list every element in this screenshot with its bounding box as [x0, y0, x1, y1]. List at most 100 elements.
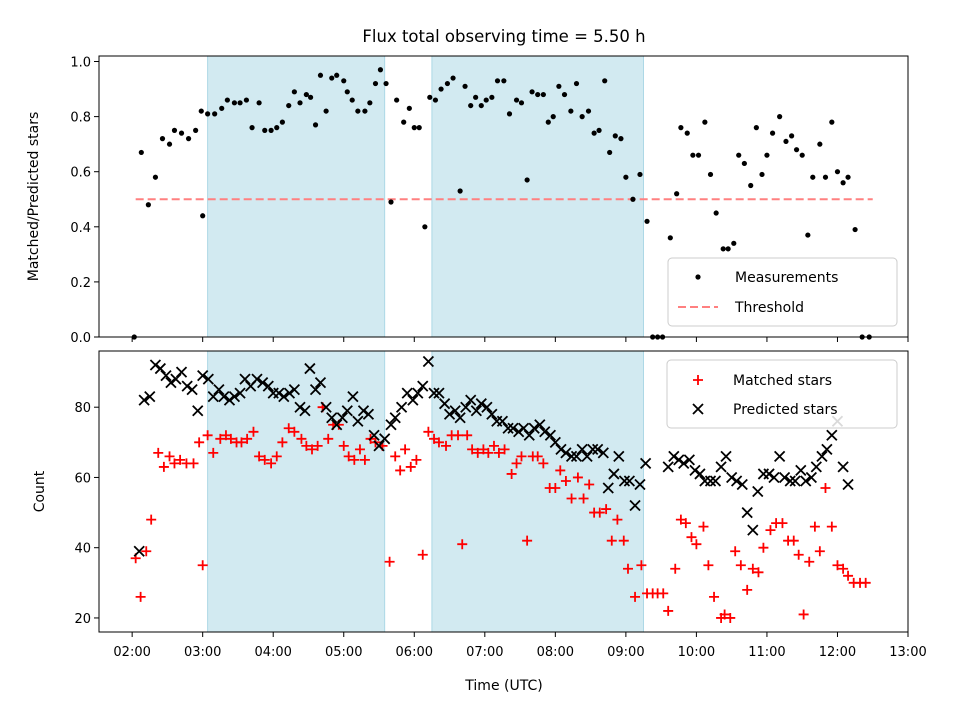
predicted-star-marker [639, 457, 652, 470]
predicted-star-marker [805, 471, 818, 484]
matched-star-marker [612, 514, 623, 525]
predicted-star-marker [837, 461, 849, 473]
matched-star-marker [560, 475, 571, 486]
count-panel: 20 40 60 80 02:00 03:00 04:00 05:00 06:00 07:00 08… [32, 350, 927, 660]
measurement-point [529, 89, 535, 95]
predicted-star-marker [283, 387, 296, 399]
matched-star-marker [804, 556, 815, 567]
predicted-star-marker [320, 401, 332, 413]
measurement-point [427, 94, 433, 100]
measurement-point [720, 246, 726, 252]
measurement-point [810, 174, 816, 180]
matched-star-marker [555, 465, 566, 476]
measurement-point [783, 138, 789, 145]
predicted-star-marker [662, 461, 674, 473]
measurement-point [478, 102, 484, 109]
matched-star-marker [618, 535, 629, 546]
matched-star-marker [453, 430, 464, 441]
measurement-point [695, 152, 702, 158]
predicted-star-marker [565, 450, 578, 463]
measurement-point [341, 78, 347, 84]
predicted-star-marker [304, 362, 316, 375]
matched-star-marker [838, 563, 849, 574]
legend-box [666, 359, 898, 429]
predicted-star-marker [752, 485, 764, 498]
predicted-star-marker [486, 408, 498, 420]
y-axis-label: Matched/Predicted stars [26, 112, 42, 282]
matched-star-marker [158, 461, 169, 472]
matched-star-marker [601, 504, 612, 515]
predicted-star-marker [341, 405, 353, 417]
measurement-point [401, 119, 407, 125]
measurement-point [759, 171, 765, 178]
measurement-point [159, 136, 166, 142]
matched-star-marker [538, 458, 549, 469]
measurement-point [411, 125, 417, 131]
predicted-star-marker [816, 450, 828, 463]
predicted-star-marker [587, 443, 599, 455]
x-tick-label: 05:00 [325, 645, 362, 660]
predicted-star-marker [443, 408, 456, 420]
matched-star-marker [843, 570, 854, 581]
x-axis-label: Time (UTC) [464, 678, 542, 694]
predicted-star-marker [207, 391, 219, 403]
measurement-point [585, 108, 592, 114]
matched-star-marker [663, 605, 674, 616]
predicted-star-marker [539, 426, 551, 438]
matched-star-marker [301, 440, 312, 451]
matched-star-marker [691, 539, 702, 550]
legend-label-measurements: Measurements [735, 270, 838, 286]
measurement-point [219, 105, 225, 111]
predicted-star-marker [309, 384, 322, 396]
matched-star-marker [175, 454, 186, 465]
matched-star-marker [441, 440, 452, 451]
matched-star-marker [483, 447, 494, 458]
matched-star-marker [488, 440, 499, 451]
predicted-star-marker [192, 405, 204, 417]
matched-star-marker [636, 560, 647, 571]
y-tick-label: 0.6 [70, 166, 91, 181]
measurement-point [702, 119, 708, 125]
measurement-point [690, 152, 696, 158]
predicted-star-marker [517, 422, 530, 434]
predicted-star-marker [428, 387, 440, 399]
measurement-point [262, 127, 268, 133]
axes-frame [98, 350, 909, 633]
measurement-point [185, 136, 192, 142]
predicted-star-marker [481, 401, 493, 413]
predicted-star-marker [689, 464, 701, 477]
matched-star-marker [146, 514, 157, 525]
predicted-star-marker [699, 475, 711, 487]
matched-star-marker [208, 447, 219, 458]
legend-label-threshold: Threshold [734, 300, 804, 316]
measurement-point [422, 224, 428, 230]
measurement-point [274, 125, 280, 131]
predicted-star-marker [730, 475, 743, 487]
measurement-point [573, 80, 580, 87]
measurement-point [297, 100, 303, 106]
predicted-star-marker [618, 475, 631, 487]
measurement-point [178, 130, 185, 136]
matched-star-marker [141, 546, 152, 557]
legend-predicted-marker [692, 403, 704, 415]
measurement-point [323, 108, 329, 114]
predicted-star-marker [741, 506, 753, 519]
y-tick-label: 1.0 [70, 56, 91, 71]
observing-band [207, 55, 386, 338]
predicted-star-marker [417, 380, 429, 392]
predicted-star-marker [555, 443, 567, 455]
legend-label-predicted: Predicted stars [733, 402, 838, 418]
predicted-star-marker [278, 391, 290, 403]
measurement-point [432, 97, 439, 103]
matched-star-marker [188, 458, 199, 469]
predicted-star-marker [507, 422, 519, 434]
predicted-star-marker [773, 450, 786, 463]
predicted-star-marker [523, 429, 535, 441]
measurement-point [212, 111, 218, 117]
measurement-point [494, 78, 501, 84]
matched-star-marker [532, 451, 543, 462]
predicted-star-marker [149, 359, 162, 371]
measurement-point [725, 246, 731, 252]
matched-star-marker [820, 482, 831, 493]
matched-star-marker [703, 560, 714, 571]
